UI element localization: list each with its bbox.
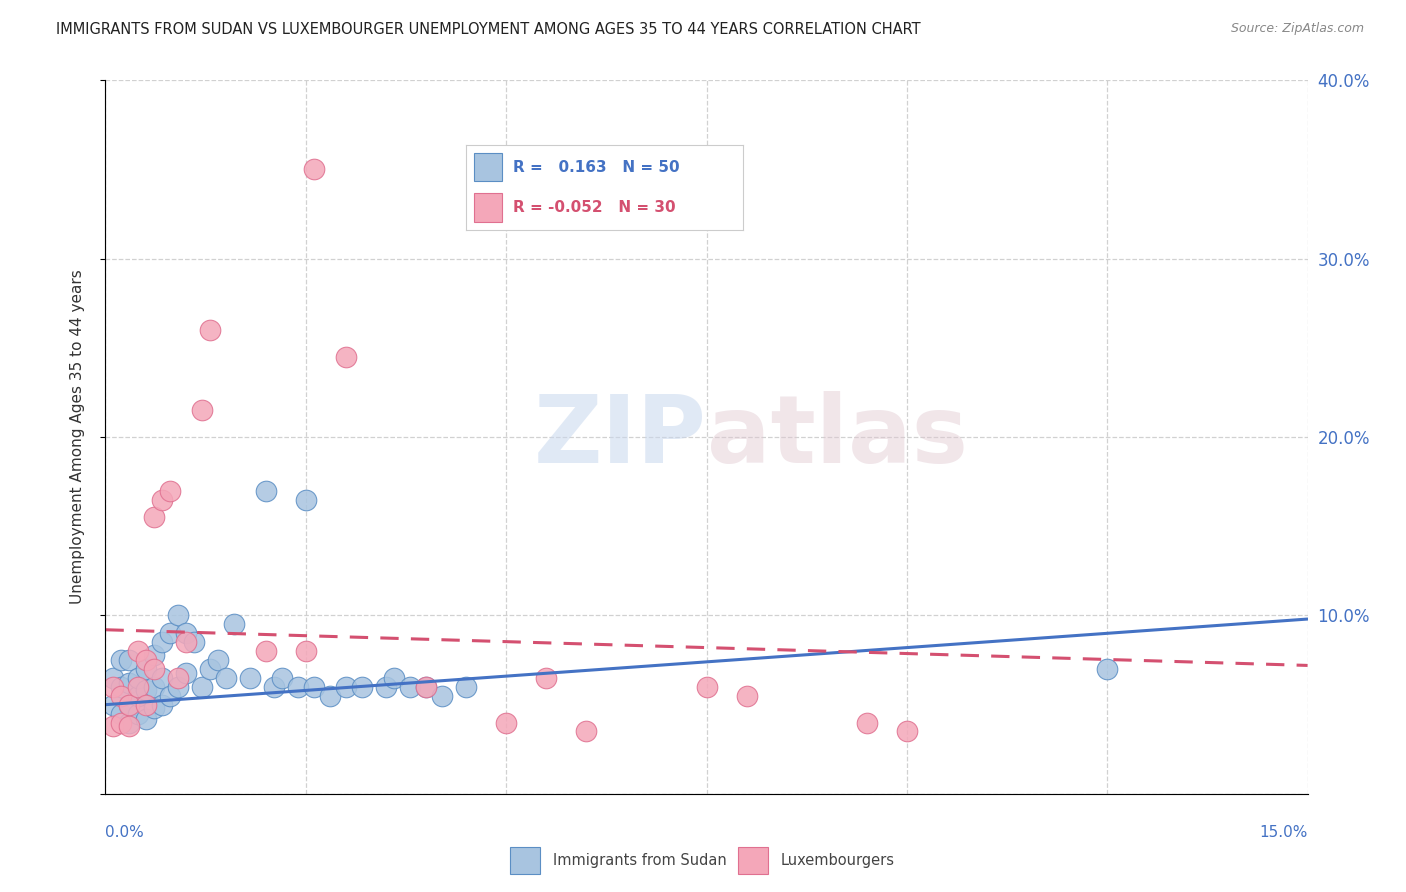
Text: Immigrants from Sudan: Immigrants from Sudan: [553, 854, 727, 868]
Point: [142, 648, 165, 662]
Point: [295, 492, 318, 507]
Text: Luxembourgers: Luxembourgers: [780, 854, 894, 868]
Point: [295, 644, 318, 658]
Point: [1097, 662, 1119, 676]
Point: [110, 689, 132, 703]
Point: [103, 719, 125, 733]
Point: [350, 680, 373, 694]
Text: 15.0%: 15.0%: [1260, 825, 1308, 840]
Point: [103, 698, 125, 712]
FancyBboxPatch shape: [474, 153, 502, 181]
Point: [127, 680, 149, 694]
Point: [135, 653, 157, 667]
Point: [142, 662, 165, 676]
Point: [374, 680, 398, 694]
Point: [495, 715, 517, 730]
Text: Source: ZipAtlas.com: Source: ZipAtlas.com: [1230, 22, 1364, 36]
Point: [150, 635, 173, 649]
Point: [335, 680, 357, 694]
Point: [454, 680, 477, 694]
Point: [127, 671, 149, 685]
Text: 0.0%: 0.0%: [105, 825, 145, 840]
Point: [159, 689, 181, 703]
Point: [103, 671, 125, 685]
Text: ZIP: ZIP: [534, 391, 707, 483]
Point: [150, 671, 173, 685]
Point: [198, 662, 221, 676]
Point: [127, 689, 149, 703]
Point: [254, 644, 277, 658]
Point: [110, 680, 132, 694]
Point: [118, 715, 141, 730]
Point: [415, 680, 437, 694]
Point: [335, 350, 357, 364]
Point: [183, 635, 205, 649]
Point: [127, 706, 149, 721]
Point: [319, 689, 342, 703]
Point: [214, 671, 236, 685]
Point: [174, 635, 197, 649]
Point: [118, 676, 141, 690]
Point: [222, 617, 245, 632]
Point: [287, 680, 309, 694]
Point: [118, 698, 141, 712]
Point: [159, 626, 181, 640]
Point: [135, 662, 157, 676]
Point: [110, 706, 132, 721]
Point: [575, 724, 598, 739]
Point: [207, 653, 229, 667]
Point: [239, 671, 262, 685]
Point: [735, 689, 758, 703]
Point: [270, 671, 292, 685]
Point: [142, 701, 165, 715]
Point: [135, 683, 157, 698]
Point: [302, 680, 325, 694]
Text: IMMIGRANTS FROM SUDAN VS LUXEMBOURGER UNEMPLOYMENT AMONG AGES 35 TO 44 YEARS COR: IMMIGRANTS FROM SUDAN VS LUXEMBOURGER UN…: [56, 22, 921, 37]
Point: [150, 698, 173, 712]
Point: [150, 492, 173, 507]
Point: [254, 483, 277, 498]
Point: [302, 162, 325, 177]
Point: [190, 680, 212, 694]
FancyBboxPatch shape: [510, 847, 540, 874]
Point: [190, 403, 212, 417]
Point: [696, 680, 718, 694]
Point: [135, 698, 157, 712]
Point: [110, 715, 132, 730]
Point: [382, 671, 405, 685]
Point: [142, 510, 165, 524]
Point: [166, 671, 188, 685]
Text: R = -0.052   N = 30: R = -0.052 N = 30: [513, 200, 676, 215]
Point: [415, 680, 437, 694]
Point: [166, 608, 188, 623]
Point: [118, 719, 141, 733]
Point: [110, 653, 132, 667]
Point: [103, 680, 125, 694]
Point: [142, 680, 165, 694]
Point: [166, 680, 188, 694]
Point: [159, 483, 181, 498]
Point: [896, 724, 918, 739]
FancyBboxPatch shape: [474, 194, 502, 221]
Point: [534, 671, 557, 685]
Point: [399, 680, 422, 694]
Y-axis label: Unemployment Among Ages 35 to 44 years: Unemployment Among Ages 35 to 44 years: [70, 269, 84, 605]
Text: R =   0.163   N = 50: R = 0.163 N = 50: [513, 160, 679, 175]
FancyBboxPatch shape: [738, 847, 768, 874]
Point: [174, 665, 197, 680]
Point: [174, 626, 197, 640]
Text: atlas: atlas: [707, 391, 967, 483]
Point: [263, 680, 285, 694]
Point: [430, 689, 453, 703]
Point: [118, 653, 141, 667]
Point: [127, 644, 149, 658]
Point: [118, 698, 141, 712]
Point: [855, 715, 877, 730]
Point: [135, 712, 157, 726]
Point: [198, 323, 221, 337]
